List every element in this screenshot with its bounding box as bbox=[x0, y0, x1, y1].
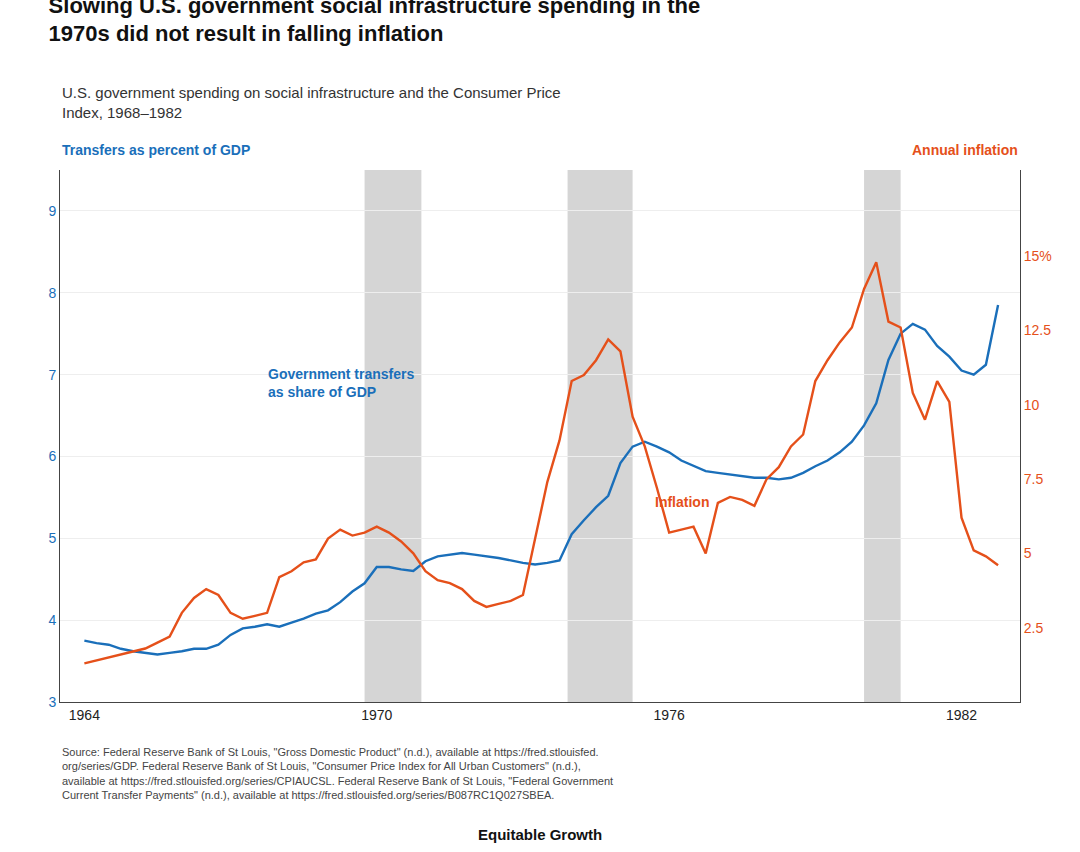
svg-text:5: 5 bbox=[1024, 545, 1032, 561]
svg-text:6: 6 bbox=[48, 448, 56, 464]
svg-text:7.5: 7.5 bbox=[1024, 471, 1044, 487]
svg-text:Transfers as percent of GDP: Transfers as percent of GDP bbox=[62, 142, 250, 158]
svg-text:5: 5 bbox=[48, 530, 56, 546]
svg-text:U.S. government spending on so: U.S. government spending on social infra… bbox=[62, 84, 561, 121]
svg-text:1964: 1964 bbox=[69, 707, 100, 723]
svg-text:15%: 15% bbox=[1024, 248, 1052, 264]
svg-text:Annual inflation: Annual inflation bbox=[912, 142, 1018, 158]
svg-text:8: 8 bbox=[48, 285, 56, 301]
svg-text:2.5: 2.5 bbox=[1024, 620, 1044, 636]
svg-text:9: 9 bbox=[48, 203, 56, 219]
svg-text:7: 7 bbox=[48, 367, 56, 383]
svg-text:10: 10 bbox=[1024, 397, 1040, 413]
svg-text:12.5: 12.5 bbox=[1024, 322, 1051, 338]
svg-text:Government transfersas share o: Government transfersas share of GDP bbox=[268, 366, 414, 400]
svg-text:Inflation: Inflation bbox=[655, 494, 709, 510]
svg-text:1982: 1982 bbox=[946, 707, 977, 723]
svg-text:4: 4 bbox=[48, 612, 56, 628]
svg-text:Slowing U.S. government social: Slowing U.S. government social infrastru… bbox=[49, 0, 701, 46]
svg-text:1970: 1970 bbox=[361, 707, 392, 723]
svg-text:1976: 1976 bbox=[654, 707, 685, 723]
svg-text:Equitable Growth: Equitable Growth bbox=[478, 826, 602, 843]
svg-text:Source: Federal Reserve Bank o: Source: Federal Reserve Bank of St Louis… bbox=[62, 746, 613, 801]
svg-text:3: 3 bbox=[48, 694, 56, 710]
